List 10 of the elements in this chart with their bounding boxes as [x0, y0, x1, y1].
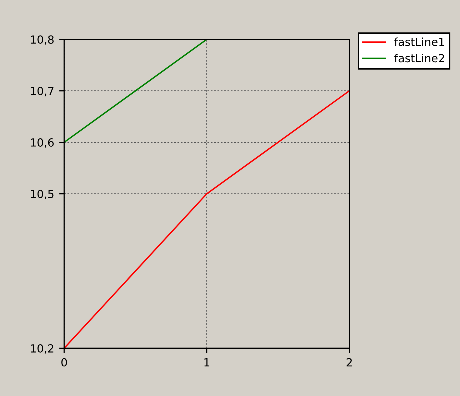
x-tick-label: 0	[62, 358, 68, 367]
y-tick-label: 10,6	[31, 138, 54, 148]
x-tick-label: 2	[346, 358, 352, 367]
x-tick-label: 1	[204, 358, 210, 367]
legend-label: fastLine1	[394, 38, 444, 46]
y-tick-label: 10,8	[31, 36, 54, 46]
legend-label: fastLine2	[394, 54, 444, 63]
y-tick-label: 10,2	[31, 344, 54, 354]
y-tick-label: 10,5	[31, 190, 54, 200]
y-tick-label: 10,7	[31, 87, 54, 97]
